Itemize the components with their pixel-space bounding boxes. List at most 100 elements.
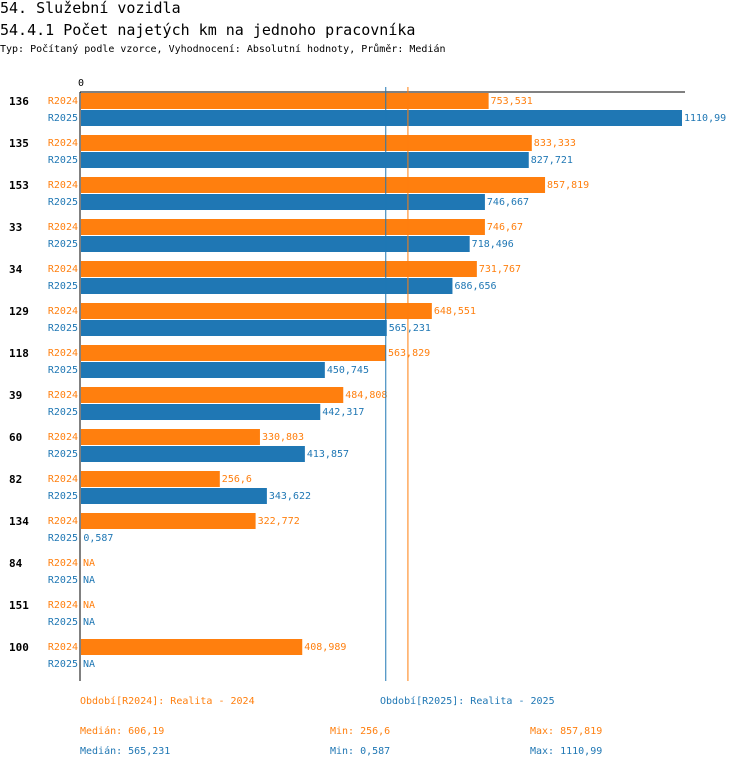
- data-label: 857,819: [547, 180, 589, 191]
- series-label-r2024: R2024: [48, 390, 78, 401]
- data-label: 1110,99: [684, 113, 726, 124]
- stat-r2025-max: Max: 1110,99: [530, 746, 603, 757]
- series-label-r2024: R2024: [48, 642, 78, 653]
- stat-r2025-median: Medián: 565,231: [80, 746, 171, 757]
- category-label: 84: [9, 557, 23, 570]
- category-label: 135: [9, 137, 29, 150]
- bar-r2025-153: [81, 194, 485, 210]
- series-label-r2025: R2025: [48, 323, 78, 334]
- stat-r2024-median: Medián: 606,19: [80, 726, 165, 737]
- category-label: 129: [9, 305, 29, 318]
- page-title: 54. Služební vozidla: [0, 0, 181, 17]
- bar-r2024-135: [81, 135, 532, 151]
- data-label: 322,772: [258, 516, 300, 527]
- category-label: 153: [9, 179, 29, 192]
- data-label: 450,745: [327, 365, 369, 376]
- category-label: 34: [9, 263, 23, 276]
- data-label: 256,6: [222, 474, 252, 485]
- category-label: 134: [9, 515, 29, 528]
- bar-r2024-60: [81, 429, 260, 445]
- data-label: 563,829: [388, 348, 430, 359]
- series-label-r2024: R2024: [48, 600, 78, 611]
- stat-r2025-min: Min: 0,587: [330, 746, 391, 757]
- bar-r2025-34: [81, 278, 453, 294]
- data-label: NA: [83, 600, 95, 611]
- series-label-r2024: R2024: [48, 348, 78, 359]
- chart-info: Typ: Počítaný podle vzorce, Vyhodnocení:…: [0, 44, 446, 55]
- bar-r2024-129: [81, 303, 432, 319]
- series-label-r2025: R2025: [48, 365, 78, 376]
- series-label-r2025: R2025: [48, 533, 78, 544]
- series-label-r2025: R2025: [48, 155, 78, 166]
- bar-r2024-153: [81, 177, 546, 193]
- legend-r2024-period: Období[R2024]: Realita - 2024: [80, 696, 255, 707]
- series-label-r2024: R2024: [48, 474, 78, 485]
- series-label-r2024: R2024: [48, 264, 78, 275]
- category-label: 118: [9, 347, 29, 360]
- data-label: NA: [83, 575, 95, 586]
- series-label-r2025: R2025: [48, 407, 78, 418]
- bar-r2025-39: [81, 404, 321, 420]
- data-label: NA: [83, 617, 95, 628]
- data-label: 718,496: [472, 239, 514, 250]
- bar-r2024-82: [81, 471, 220, 487]
- category-label: 151: [9, 599, 29, 612]
- data-label: 731,767: [479, 264, 521, 275]
- data-label: 442,317: [322, 407, 364, 418]
- bar-r2024-34: [81, 261, 477, 277]
- data-label: NA: [83, 558, 95, 569]
- data-label: 746,67: [487, 222, 523, 233]
- series-label-r2024: R2024: [48, 96, 78, 107]
- category-label: 60: [9, 431, 22, 444]
- series-label-r2024: R2024: [48, 558, 78, 569]
- data-label: 827,721: [531, 155, 573, 166]
- bar-chart: 0 136 R2024 753,531 R2025 1110,99 135 R2024 833,…: [9, 78, 726, 681]
- data-label: 330,803: [262, 432, 304, 443]
- category-label: 39: [9, 389, 22, 402]
- bar-r2024-100: [81, 639, 303, 655]
- series-label-r2024: R2024: [48, 222, 78, 233]
- legend-r2025-period: Období[R2025]: Realita - 2025: [380, 696, 555, 707]
- category-label: 33: [9, 221, 22, 234]
- stat-r2024-max: Max: 857,819: [530, 726, 603, 737]
- category-label: 136: [9, 95, 29, 108]
- data-label: 408,989: [304, 642, 346, 653]
- bar-r2024-33: [81, 219, 485, 235]
- bar-r2024-39: [81, 387, 344, 403]
- chart-title: 54.4.1 Počet najetých km na jednoho prac…: [0, 21, 416, 39]
- series-label-r2025: R2025: [48, 491, 78, 502]
- axis-zero-label: 0: [78, 78, 84, 89]
- bar-r2025-136: [81, 110, 682, 126]
- data-label: 753,531: [491, 96, 533, 107]
- bar-r2025-60: [81, 446, 305, 462]
- series-label-r2024: R2024: [48, 432, 78, 443]
- series-label-r2025: R2025: [48, 281, 78, 292]
- bar-r2025-129: [81, 320, 387, 336]
- data-label: 0,587: [83, 533, 113, 544]
- data-label: NA: [83, 659, 95, 670]
- series-label-r2025: R2025: [48, 449, 78, 460]
- bar-r2024-118: [81, 345, 387, 361]
- series-label-r2024: R2024: [48, 180, 78, 191]
- series-label-r2025: R2025: [48, 659, 78, 670]
- data-label: 413,857: [307, 449, 349, 460]
- series-label-r2025: R2025: [48, 239, 78, 250]
- series-label-r2025: R2025: [48, 617, 78, 628]
- bar-r2025-118: [81, 362, 325, 378]
- bar-r2025-135: [81, 152, 529, 168]
- data-label: 565,231: [389, 323, 431, 334]
- data-label: 746,667: [487, 197, 529, 208]
- series-label-r2025: R2025: [48, 575, 78, 586]
- series-label-r2024: R2024: [48, 516, 78, 527]
- stat-r2024-min: Min: 256,6: [330, 726, 391, 737]
- series-label-r2024: R2024: [48, 306, 78, 317]
- bar-r2024-134: [81, 513, 256, 529]
- category-label: 100: [9, 641, 29, 654]
- data-label: 686,656: [454, 281, 496, 292]
- bar-r2025-82: [81, 488, 267, 504]
- bar-r2025-33: [81, 236, 470, 252]
- series-label-r2025: R2025: [48, 113, 78, 124]
- data-label: 484,808: [345, 390, 387, 401]
- data-label: 833,333: [534, 138, 576, 149]
- series-label-r2025: R2025: [48, 197, 78, 208]
